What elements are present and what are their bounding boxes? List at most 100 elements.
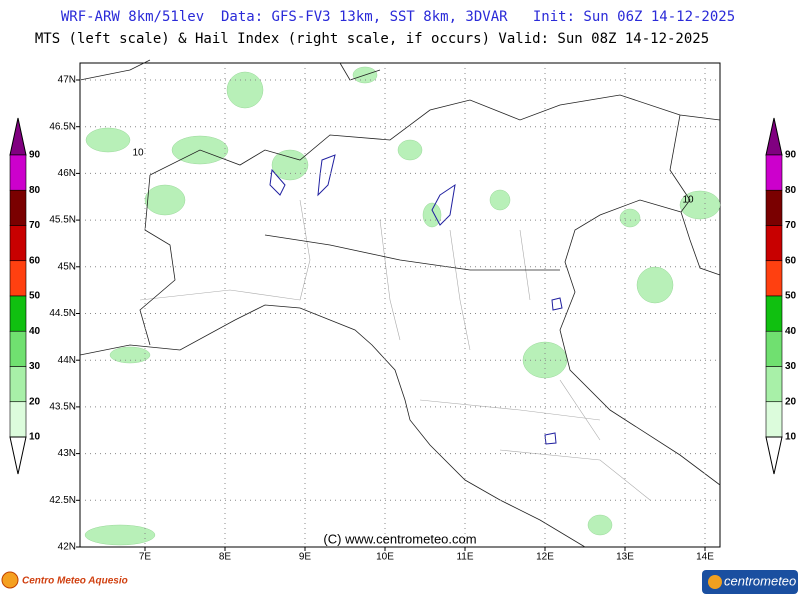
area: [85, 127, 131, 153]
colorbar-segment: [9, 189, 27, 226]
logo-bg: [702, 570, 798, 594]
header-line2: MTS (left scale) & Hail Index (right sca…: [35, 31, 709, 47]
colorbar-label: 80: [785, 185, 797, 196]
area: [422, 202, 442, 228]
lat-label: 42.5N: [49, 495, 76, 506]
colorbar-label: 90: [785, 150, 797, 161]
lon-label: 13E: [616, 552, 634, 563]
region-lines: [139, 199, 651, 501]
colorbar-cap-bottom: [9, 436, 27, 475]
area: [271, 149, 309, 181]
area: [226, 71, 264, 109]
coastline-east: [559, 199, 721, 486]
contour-label: 10: [132, 148, 144, 159]
colorbar-segment: [765, 189, 783, 226]
logo-right: centrometeo: [702, 570, 798, 594]
lake: [317, 154, 336, 197]
lat-label: 44N: [58, 355, 76, 366]
borders-coast: [79, 59, 721, 548]
colorbar-segment: [765, 330, 783, 367]
lat-label: 43.5N: [49, 402, 76, 413]
colorbar-segment: [9, 154, 27, 191]
lake: [544, 432, 557, 445]
colorbar-label: 70: [29, 220, 41, 231]
regional-borders: [139, 199, 651, 501]
colorbar-left: 90 80 70 60 50 40 30 20 10: [9, 117, 41, 475]
colorbar-label: 50: [785, 291, 797, 302]
coastline-istria: [680, 211, 721, 276]
area: [397, 139, 423, 161]
colorbar-segment: [765, 154, 783, 191]
map: 10 10 (C) www.centrometeo.com: [76, 59, 721, 551]
colorbar-segment: [9, 225, 27, 262]
colorbar-label: 20: [785, 396, 797, 407]
copyright: (C) www.centrometeo.com: [323, 531, 476, 546]
colorbar-segment: [765, 366, 783, 403]
area: [679, 190, 721, 220]
lon-label: 11E: [456, 552, 473, 563]
lat-label: 43N: [58, 448, 76, 459]
lat-label: 47N: [58, 75, 76, 86]
area: [84, 524, 156, 546]
header-line1: WRF-ARW 8km/51lev Data: GFS-FV3 13km, SS…: [61, 9, 735, 25]
colorbar-segment: [765, 295, 783, 332]
colorbar-segment: [9, 260, 27, 297]
colorbar-segment: [765, 260, 783, 297]
logo-text: Centro Meteo Aquesio: [22, 576, 128, 587]
lon-label: 10E: [376, 552, 394, 563]
alpine-border: [149, 94, 721, 176]
po-river: [264, 234, 560, 271]
colorbar-segment: [9, 401, 27, 438]
area: [489, 189, 511, 211]
logo-icon: [708, 575, 722, 589]
green-areas: [84, 66, 721, 546]
colorbar-cap-bottom: [765, 436, 783, 475]
lat-label: 45.5N: [49, 215, 76, 226]
lon-label: 8E: [219, 552, 232, 563]
france-border: [139, 174, 176, 346]
lake: [269, 168, 286, 196]
colorbar-segment: [9, 366, 27, 403]
colorbar-label: 10: [29, 432, 41, 443]
area: [587, 514, 613, 536]
slovenia-border: [669, 114, 691, 213]
colorbar-label: 50: [29, 291, 41, 302]
area: [109, 346, 151, 364]
lake: [551, 297, 563, 311]
colorbar-label: 30: [785, 361, 797, 372]
colorbar-label: 40: [785, 326, 797, 337]
colorbar-label: 20: [29, 396, 41, 407]
logo-text: centrometeo: [724, 573, 796, 588]
colorbar-right: 90 80 70 60 50 40 30 20 10: [765, 117, 797, 475]
lon-label: 14E: [696, 552, 714, 563]
colorbar-segment: [765, 225, 783, 262]
graticule: [76, 63, 720, 551]
colorbar-segment: [9, 330, 27, 367]
lat-label: 46N: [58, 168, 76, 179]
colorbar-label: 30: [29, 361, 41, 372]
colorbar-label: 10: [785, 432, 797, 443]
lakes: [269, 154, 563, 445]
lon-label: 9E: [299, 552, 312, 563]
colorbar-label: 80: [29, 185, 41, 196]
map-frame: [79, 62, 721, 548]
colorbar-label: 60: [29, 255, 41, 266]
lon-label: 12E: [536, 552, 554, 563]
lon-label: 7E: [139, 552, 152, 563]
colorbar-label: 70: [785, 220, 797, 231]
colorbar-label: 60: [785, 255, 797, 266]
lat-label: 42N: [58, 542, 76, 553]
colorbar-cap-top: [765, 117, 783, 156]
colorbar-label: 90: [29, 150, 41, 161]
area: [619, 208, 641, 228]
colorbar-segment: [765, 401, 783, 438]
lat-label: 45N: [58, 261, 76, 272]
colorbar-cap-top: [9, 117, 27, 156]
area: [636, 266, 674, 304]
coastline-west: [79, 304, 586, 548]
area: [144, 184, 186, 216]
colorbar-label: 40: [29, 326, 41, 337]
lat-label: 46.5N: [49, 121, 76, 132]
lat-label: 44.5N: [49, 308, 76, 319]
